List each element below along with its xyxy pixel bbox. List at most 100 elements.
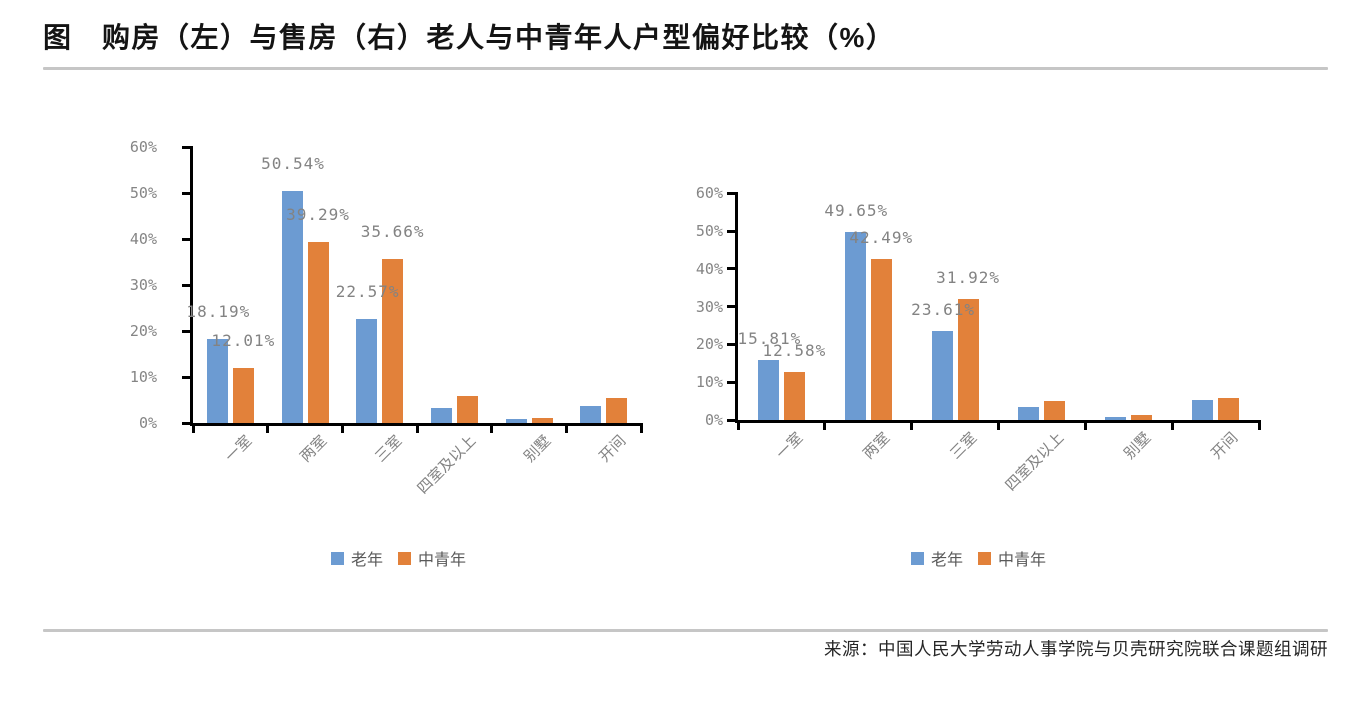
- elderly-bar: [931, 330, 953, 420]
- y-axis-tick-mark: [182, 375, 193, 379]
- young-series-label: 中青年: [998, 552, 1047, 569]
- young-bar: [1218, 398, 1240, 420]
- young-bar: [382, 258, 404, 423]
- young-data-label: 39.29%: [286, 205, 350, 225]
- category-label: 四室及以上: [414, 432, 480, 498]
- category-label: 一室: [773, 429, 807, 463]
- y-axis-tick-mark: [182, 191, 193, 195]
- buy-chart-legend: 老年 中青年: [331, 546, 474, 570]
- figure-title: 图 购房（左）与售房（右）老人与中青年人户型偏好比较（%）: [43, 22, 896, 53]
- title-divider: [43, 67, 1328, 70]
- young-bar: [606, 398, 628, 423]
- x-axis-tick-mark: [340, 423, 344, 433]
- elderly-data-label: 22.57%: [335, 282, 400, 302]
- young-data-label: 31.92%: [936, 268, 1000, 288]
- y-axis-tick-mark: [727, 229, 738, 233]
- elderly-data-label: 50.54%: [261, 153, 325, 173]
- elderly-bar: [1105, 416, 1127, 420]
- young-bar: [783, 372, 805, 420]
- x-axis-tick-mark: [1170, 420, 1174, 430]
- young-bar: [870, 259, 892, 420]
- y-axis-tick-mark: [727, 191, 738, 195]
- x-axis-tick-mark: [639, 423, 643, 433]
- category-label: 两室: [860, 429, 894, 463]
- x-axis-tick-mark: [910, 420, 914, 430]
- elderly-bar: [580, 405, 602, 423]
- category-label: 三室: [947, 429, 981, 463]
- category-label: 一室: [222, 432, 256, 466]
- young-data-label: 12.58%: [762, 341, 827, 361]
- elderly-bar: [844, 232, 866, 420]
- young-series-swatch: [978, 551, 992, 565]
- category-label: 两室: [297, 432, 331, 466]
- elderly-data-label: 49.65%: [824, 201, 889, 221]
- y-axis-tick-mark: [727, 342, 738, 346]
- elderly-series-label: 老年: [351, 552, 384, 569]
- x-axis-tick-mark: [490, 423, 494, 433]
- x-axis-tick-mark: [1083, 420, 1087, 430]
- young-data-label: 12.01%: [211, 330, 276, 350]
- elderly-series-swatch: [911, 551, 924, 565]
- y-axis-tick-label: 60%: [695, 184, 723, 203]
- y-axis-tick-label: 0%: [138, 414, 157, 432]
- elderly-bar: [281, 190, 303, 423]
- elderly-data-label: 15.81%: [737, 329, 802, 349]
- young-bar: [531, 417, 553, 423]
- category-label: 别墅: [521, 432, 555, 466]
- x-axis-tick-mark: [997, 420, 1000, 430]
- sell-chart-plot-area: 15.81% 12.58% 一室 49.65% 42.49% 两室 23.61% 31.92%…: [727, 191, 1261, 494]
- young-bar: [456, 395, 478, 423]
- y-axis-tick-mark: [727, 267, 738, 271]
- y-axis-tick-mark: [182, 421, 193, 425]
- elderly-series-swatch: [331, 551, 344, 565]
- x-axis-tick-mark: [823, 420, 827, 430]
- elderly-series-label: 老年: [931, 552, 964, 569]
- young-data-label: 42.49%: [849, 228, 914, 248]
- category-label: 开间: [1207, 429, 1241, 463]
- category-label: 开间: [595, 432, 629, 466]
- x-axis-tick-mark: [415, 423, 419, 433]
- category-label: 别墅: [1120, 429, 1155, 463]
- young-series-label: 中青年: [418, 552, 467, 569]
- y-axis-tick-mark: [727, 380, 738, 384]
- y-axis-tick-mark: [182, 145, 193, 149]
- footer-divider: [43, 629, 1328, 632]
- elderly-data-label: 18.19%: [186, 302, 251, 322]
- y-axis-tick-mark: [727, 305, 738, 309]
- y-axis-tick-label: 60%: [129, 138, 157, 156]
- source-attribution: 来源：中国人民大学劳动人事学院与贝壳研究院联合课题组调研: [824, 639, 1328, 659]
- x-axis-tick-mark: [1257, 420, 1261, 430]
- y-axis-tick-label: 10%: [129, 368, 157, 386]
- buy-chart-y-axis-labels: 0% 10% 20% 30% 40% 50% 60%: [120, 138, 157, 432]
- y-axis-tick-label: 30%: [129, 276, 157, 294]
- y-axis-tick-label: 20%: [695, 335, 723, 354]
- x-axis-tick-mark: [191, 423, 195, 433]
- young-bar: [232, 367, 254, 423]
- y-axis-tick-mark: [182, 237, 193, 241]
- elderly-bar: [356, 319, 378, 423]
- x-axis-tick-mark: [564, 423, 568, 433]
- category-label: 三室: [371, 432, 405, 466]
- y-axis-tick-mark: [182, 329, 193, 333]
- sell-chart-legend: 老年 中青年: [911, 546, 1054, 570]
- sell-chart-y-axis-labels: 0% 10% 20% 30% 40% 50% 60%: [665, 184, 723, 429]
- x-axis-tick-mark: [736, 420, 740, 430]
- y-axis-tick-mark: [182, 283, 193, 287]
- young-bar: [1131, 415, 1153, 420]
- y-axis-tick-label: 50%: [129, 184, 157, 202]
- young-data-label: 35.66%: [360, 221, 425, 241]
- y-axis-tick-mark: [727, 418, 738, 422]
- y-axis-tick-label: 10%: [695, 373, 723, 392]
- elderly-bar: [1018, 407, 1040, 420]
- y-axis-tick-label: 40%: [695, 259, 723, 278]
- y-axis-tick-label: 30%: [695, 297, 723, 316]
- elderly-bar: [505, 419, 527, 423]
- y-axis-tick-label: 50%: [695, 222, 723, 240]
- category-label: 四室及以上: [1002, 429, 1068, 495]
- young-bar: [1044, 401, 1066, 420]
- y-axis-tick-label: 40%: [129, 230, 157, 248]
- x-axis-tick-mark: [266, 423, 270, 433]
- elderly-bar: [430, 408, 452, 423]
- elderly-bar: [1192, 399, 1214, 420]
